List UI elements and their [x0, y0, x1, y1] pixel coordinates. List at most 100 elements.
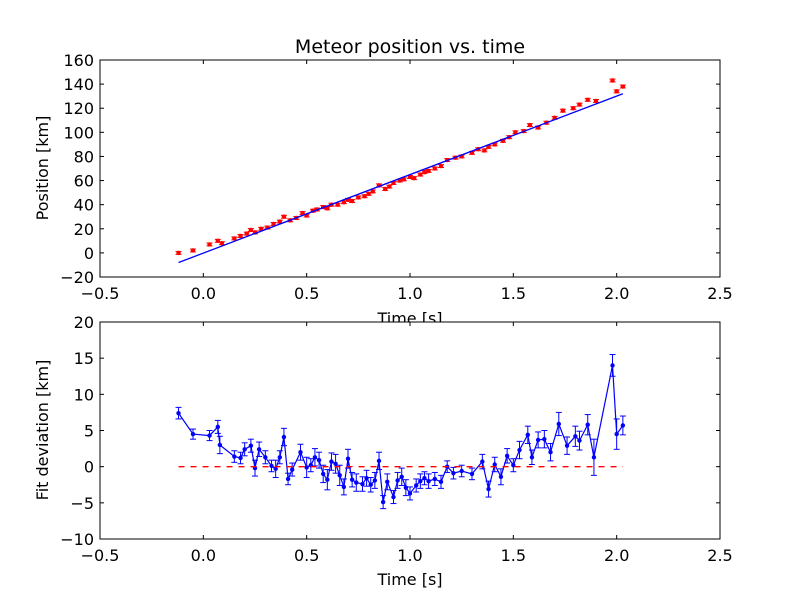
- data-point: [407, 491, 413, 496]
- data-point: [259, 226, 264, 231]
- data-point: [190, 431, 196, 437]
- data-point: [542, 436, 547, 442]
- data-point: [238, 233, 243, 239]
- data-point: [513, 130, 518, 135]
- data-point: [219, 241, 225, 246]
- data-point: [438, 163, 444, 169]
- data-point: [593, 98, 599, 104]
- data-point: [486, 486, 491, 492]
- data-point: [207, 433, 212, 438]
- data-point: [281, 214, 287, 219]
- data-point: [525, 432, 530, 438]
- x-axis-label-bottom: Time [s]: [376, 570, 442, 589]
- data-point: [360, 481, 365, 487]
- data-point: [610, 78, 615, 83]
- data-point: [290, 467, 295, 472]
- data-point: [354, 480, 359, 485]
- y-tick-label: 40: [74, 196, 94, 215]
- position-data: [175, 78, 626, 264]
- data-point: [422, 476, 427, 481]
- data-point: [364, 476, 369, 481]
- data-point: [395, 478, 400, 483]
- data-point: [399, 474, 404, 479]
- x-tick-label: 2.0: [604, 546, 629, 565]
- data-point: [356, 195, 361, 200]
- data-point: [573, 434, 578, 439]
- data-point: [271, 221, 276, 227]
- plot-area-top: [99, 59, 721, 278]
- y-tick-label: 5: [84, 422, 94, 441]
- data-point: [403, 485, 409, 490]
- data-point: [325, 206, 330, 211]
- data-point: [281, 434, 287, 440]
- data-point: [564, 443, 570, 448]
- data-point: [407, 174, 413, 180]
- data-point: [372, 478, 378, 483]
- data-point: [504, 453, 510, 459]
- data-point: [492, 462, 497, 467]
- data-point: [190, 248, 196, 253]
- x-tick-label: 1.0: [397, 546, 422, 565]
- x-tick-label: 2.5: [707, 284, 732, 303]
- data-point: [529, 455, 535, 460]
- y-tick-label: 100: [63, 123, 94, 142]
- data-point: [585, 422, 590, 427]
- x-tick-label: 2.5: [707, 546, 732, 565]
- data-point: [426, 478, 431, 484]
- data-point: [482, 148, 487, 153]
- data-point: [238, 455, 243, 461]
- data-point: [176, 410, 181, 416]
- data-point: [368, 482, 373, 487]
- data-point: [329, 459, 334, 464]
- y-tick-label: 60: [74, 172, 94, 191]
- data-point: [380, 499, 386, 505]
- x-tick-label: 1.5: [501, 546, 526, 565]
- data-point: [391, 494, 396, 500]
- x-tick-label: 0.5: [294, 546, 319, 565]
- data-point: [298, 450, 303, 455]
- data-point: [620, 84, 626, 89]
- y-tick-label: −20: [60, 268, 94, 287]
- data-point: [459, 468, 464, 474]
- x-tick-label: −0.5: [81, 546, 120, 565]
- data-point: [325, 477, 330, 482]
- fit-line: [178, 93, 624, 264]
- data-point: [387, 184, 392, 189]
- data-point: [269, 463, 274, 469]
- data-point: [571, 106, 576, 111]
- position-vs-time-panel: Meteor position vs. time −20 0 20 40 60 80 100…: [33, 36, 733, 328]
- y-tick-label: −5: [70, 494, 94, 513]
- data-point: [341, 200, 347, 205]
- data-point: [376, 458, 382, 464]
- y-tick-label: 160: [63, 51, 94, 70]
- data-point: [383, 186, 388, 192]
- data-point: [422, 169, 427, 175]
- data-point: [577, 438, 582, 443]
- data-point: [577, 102, 582, 107]
- y-tick-label: 20: [74, 313, 94, 332]
- data-point: [511, 463, 516, 468]
- data-point: [432, 476, 437, 482]
- data-point: [285, 476, 291, 482]
- data-point: [321, 471, 326, 477]
- data-point: [535, 437, 541, 443]
- x-tick-label: −0.5: [81, 284, 120, 303]
- x-tick-label: 2.0: [604, 284, 629, 303]
- data-point: [304, 465, 309, 470]
- x-tick-label: 0.5: [294, 284, 319, 303]
- data-point: [411, 175, 417, 181]
- data-point: [480, 459, 485, 464]
- data-point: [242, 447, 247, 452]
- data-point: [215, 424, 220, 430]
- data-point: [527, 122, 533, 128]
- x-ticks-top: −0.5 0.0 0.5 1.0 1.5 2.0 2.5: [81, 60, 733, 303]
- y-axis-label-bottom: Fit deviation [km]: [33, 360, 52, 501]
- y-tick-label: 0: [84, 244, 94, 263]
- data-point: [517, 447, 522, 453]
- data-point: [333, 461, 338, 466]
- y-axis-label-top: Position [km]: [33, 116, 52, 221]
- data-point: [312, 455, 318, 460]
- x-tick-label: 0.0: [191, 546, 216, 565]
- data-point: [418, 478, 423, 484]
